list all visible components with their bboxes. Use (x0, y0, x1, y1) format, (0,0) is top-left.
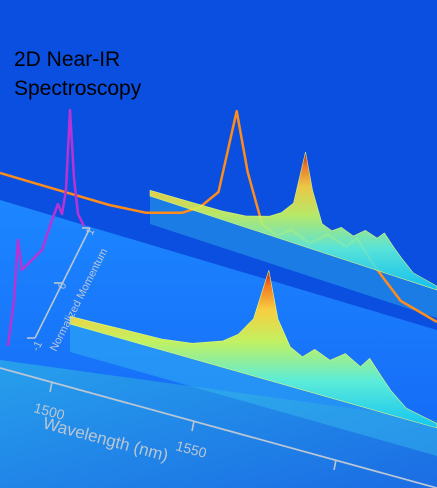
ribbon-base (70, 324, 437, 456)
momentum-tick-label: -1 (30, 339, 45, 353)
wavelength-axis-line (0, 367, 437, 488)
spectrum-ribbon (149, 151, 437, 291)
surface-floor (0, 360, 437, 488)
wavelength-tick (333, 459, 337, 471)
wavelength-tick (49, 381, 53, 393)
momentum-projection-line (6, 108, 86, 347)
chart-title-line-2: Spectroscopy (14, 77, 142, 100)
spectra-surface (69, 151, 437, 429)
wavelength-tick (191, 420, 195, 432)
momentum-axis-line (34, 227, 91, 339)
ribbon-floor (70, 196, 437, 456)
wavelength-tick-label: 1550 (174, 437, 208, 461)
wavelength-tick-label: 1500 (32, 399, 66, 423)
momentum-tick-label: 0 (56, 280, 69, 291)
chart-title-line-1: 2D Near-IR (14, 48, 120, 71)
momentum-tick-label: 1 (84, 226, 97, 237)
spectrum-ribbon (69, 270, 437, 429)
ribbon-base (150, 196, 437, 318)
